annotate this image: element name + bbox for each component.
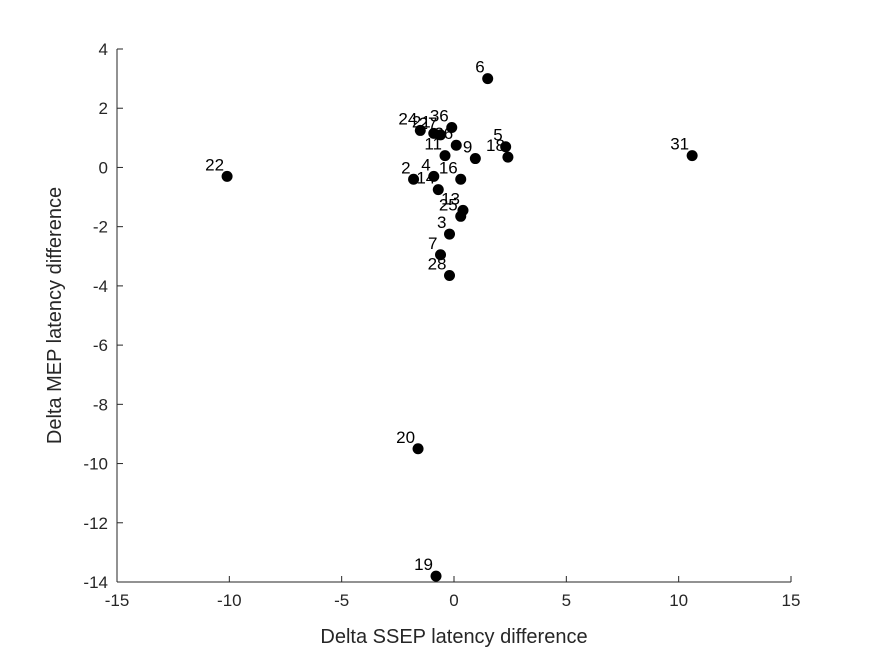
data-point-label: 20: [396, 428, 415, 447]
x-axis-label: Delta SSEP latency difference: [320, 626, 587, 648]
data-point-label: 6: [475, 58, 484, 77]
data-point: [686, 150, 698, 162]
data-point: [450, 139, 462, 151]
data-point: [428, 170, 440, 182]
y-axis-label: Delta MEP latency difference: [44, 187, 66, 444]
x-tick-label: 15: [782, 591, 801, 610]
data-point: [408, 173, 420, 185]
data-point: [444, 270, 456, 282]
data-point-label: 26: [434, 124, 453, 143]
data-point-label: 13: [441, 189, 460, 208]
data-point-label: 22: [205, 155, 224, 174]
data-point: [221, 170, 233, 182]
y-tick-label: 0: [99, 158, 108, 177]
y-tick-label: -6: [93, 336, 108, 355]
y-tick-label: -10: [83, 455, 108, 474]
x-axis-ticks: -15 -10 -5 0 5 10 15: [105, 576, 801, 610]
data-point: [412, 443, 424, 455]
y-tick-label: -8: [93, 395, 108, 414]
data-point: [430, 570, 442, 582]
data-point-label: 4: [421, 155, 430, 174]
x-tick-label: 0: [449, 591, 458, 610]
data-point: [455, 210, 467, 222]
data-point-label: 18: [486, 136, 505, 155]
y-tick-label: 2: [99, 99, 108, 118]
data-point-label: 21: [412, 112, 431, 131]
data-point-label: 16: [439, 158, 458, 177]
data-point: [435, 249, 447, 261]
y-tick-label: -14: [83, 573, 108, 592]
data-point-label: 24: [398, 109, 417, 128]
data-point-label: 36: [430, 106, 449, 125]
x-tick-label: 5: [562, 591, 571, 610]
data-point-label: 14: [416, 169, 435, 188]
y-tick-label: 4: [99, 40, 108, 59]
data-point: [444, 228, 456, 240]
data-point-label: 11: [424, 135, 442, 154]
data-point-label: 25: [439, 195, 458, 214]
y-tick-label: -2: [93, 218, 108, 237]
data-point: [455, 173, 467, 185]
data-point: [414, 124, 426, 136]
data-point-label: 31: [670, 135, 689, 154]
y-axis-ticks: -14 -12 -10 -8 -6 -4 -2 0 2 4: [83, 40, 123, 592]
data-point: [432, 184, 444, 196]
data-points: [221, 73, 698, 582]
data-point-label: 7: [428, 234, 437, 253]
data-point: [502, 151, 514, 163]
data-point-label: 9: [463, 138, 472, 157]
y-tick-label: -12: [83, 514, 108, 533]
data-point: [439, 150, 451, 162]
data-point: [469, 153, 481, 165]
y-tick-label: -4: [93, 277, 108, 296]
data-point: [446, 121, 458, 133]
data-point-label: 19: [414, 555, 433, 574]
data-point: [482, 73, 494, 85]
data-point-label: 5: [493, 126, 502, 145]
data-point-label: 3: [437, 213, 446, 232]
data-point-label: 2: [401, 158, 410, 177]
x-tick-label: -5: [334, 591, 349, 610]
data-point-label: 27: [419, 114, 438, 133]
x-tick-label: 10: [669, 591, 688, 610]
data-point: [435, 129, 447, 141]
data-point-label: 28: [428, 255, 447, 274]
x-tick-label: -10: [217, 591, 242, 610]
data-point: [500, 141, 512, 153]
x-tick-label: -15: [105, 591, 130, 610]
